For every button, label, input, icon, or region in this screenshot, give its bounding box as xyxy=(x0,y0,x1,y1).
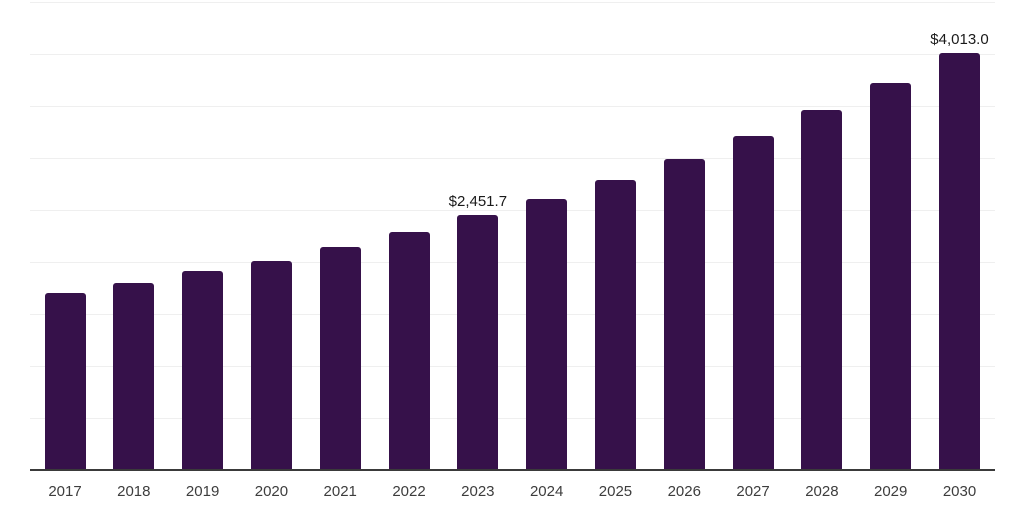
x-tick-2021: 2021 xyxy=(323,483,357,500)
value-label-2030: $4,013.0 xyxy=(930,30,989,48)
bar-2027[interactable] xyxy=(732,136,774,470)
gridline-4500 xyxy=(30,2,995,3)
bar-2017[interactable] xyxy=(44,293,86,470)
x-tick-2025: 2025 xyxy=(598,483,633,500)
bar-2030[interactable] xyxy=(939,52,980,470)
bar-2022[interactable] xyxy=(388,231,430,470)
gridline-2500 xyxy=(30,210,995,211)
x-tick-2022: 2022 xyxy=(392,483,426,500)
gridline-1500 xyxy=(30,314,995,315)
bar-2019[interactable] xyxy=(182,270,224,470)
gridline-4000 xyxy=(30,54,995,55)
x-tick-2028: 2028 xyxy=(805,483,839,500)
x-tick-2018: 2018 xyxy=(117,483,151,500)
gridline-500 xyxy=(30,418,995,419)
bar-2025[interactable] xyxy=(594,179,636,470)
x-tick-2020: 2020 xyxy=(254,483,289,500)
x-tick-2026: 2026 xyxy=(667,483,701,500)
plot-area: $2,451.7 $4,013.0 xyxy=(30,2,995,470)
gridline-2000 xyxy=(30,262,995,263)
x-tick-2024: 2024 xyxy=(529,483,564,500)
bar-2018[interactable] xyxy=(113,282,155,470)
value-label-2023: $2,451.7 xyxy=(448,193,508,211)
bar-2024[interactable] xyxy=(526,198,568,470)
bar-2028[interactable] xyxy=(801,109,843,470)
x-tick-2030: 2030 xyxy=(942,483,977,500)
x-tick-2017: 2017 xyxy=(48,483,82,500)
bar-2021[interactable] xyxy=(319,246,361,470)
bar-2023[interactable] xyxy=(457,215,499,470)
bar-2020[interactable] xyxy=(250,260,292,470)
x-tick-2019: 2019 xyxy=(185,483,220,500)
bar-2026[interactable] xyxy=(663,159,705,470)
x-axis-line xyxy=(30,469,995,471)
x-tick-2027: 2027 xyxy=(736,483,770,500)
gridline-3000 xyxy=(30,158,995,159)
gridline-3500 xyxy=(30,106,995,107)
x-tick-2023: 2023 xyxy=(461,483,495,500)
x-tick-2029: 2029 xyxy=(874,483,908,500)
x-axis-labels: 2017 2018 2019 2020 2021 2022 2023 2024 2025 2026… xyxy=(30,484,995,504)
gridline-1000 xyxy=(30,366,995,367)
bar-2029[interactable] xyxy=(870,83,912,470)
